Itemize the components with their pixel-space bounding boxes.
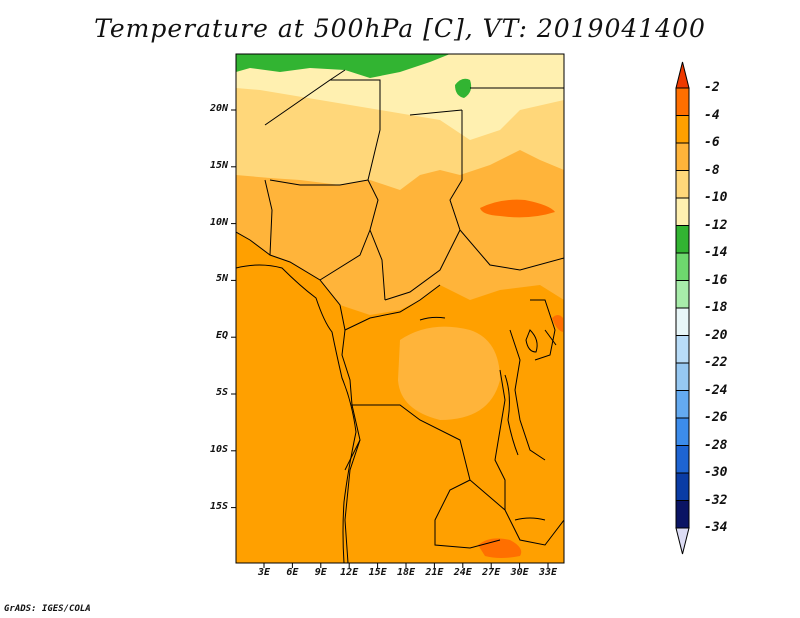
lat-tick-label: 5N — [215, 273, 228, 285]
colorbar-swatch — [675, 252, 690, 281]
colorbar-label: -4 — [704, 107, 720, 123]
lat-tick-label: 20N — [209, 103, 228, 114]
colorbar-label: -28 — [704, 437, 728, 453]
colorbar-swatch — [675, 390, 690, 419]
colorbar-swatch — [675, 225, 690, 254]
longitude-ticks — [263, 563, 549, 568]
lon-tick-label: 6E — [286, 567, 299, 578]
colorbar-label: -20 — [704, 327, 728, 343]
colorbar-label: -12 — [704, 217, 728, 233]
colorbar-label: -26 — [704, 410, 728, 425]
colorbar-label: -2 — [704, 80, 720, 95]
colorbar-label: -18 — [704, 300, 728, 315]
map-title: Temperature at 500hPa [C], VT: 201904140… — [94, 14, 706, 43]
lat-tick-label: 10N — [209, 216, 228, 228]
lon-tick-label: 21E — [425, 567, 444, 578]
lat-tick-label: 10S — [209, 443, 228, 455]
credit-text: GrADS: IGES/COLA — [4, 604, 91, 614]
colorbar-swatch — [675, 500, 690, 529]
colorbar-label: -24 — [704, 382, 728, 398]
lat-tick-label: 15N — [209, 159, 228, 171]
colorbar-swatch — [675, 307, 690, 336]
lon-tick-label: 18E — [396, 567, 416, 578]
colorbar-under-triangle — [675, 527, 690, 555]
lat-tick-label: EQ — [215, 330, 228, 342]
colorbar-swatch — [675, 170, 690, 199]
colorbar-label: -34 — [704, 520, 728, 535]
colorbar-over-triangle — [675, 61, 690, 89]
lon-tick-label: 3E — [257, 567, 271, 578]
colorbar-swatch — [675, 472, 690, 501]
lon-tick-label: 9E — [314, 567, 327, 578]
colorbar-label: -32 — [704, 492, 728, 508]
colorbar-swatch — [675, 335, 690, 364]
colorbar-label: -10 — [704, 190, 728, 205]
colorbar-label: -30 — [704, 465, 728, 480]
colorbar-swatch — [675, 445, 690, 474]
lon-tick-label: 24E — [453, 567, 472, 578]
map-frame — [235, 53, 565, 564]
lon-tick-label: 33E — [538, 567, 558, 578]
lon-tick-label: 27E — [482, 567, 501, 578]
lon-tick-label: 15E — [368, 567, 387, 578]
colorbar — [675, 61, 690, 555]
colorbar-swatch — [675, 197, 690, 226]
lat-tick-label: 5S — [215, 387, 228, 398]
colorbar-label: -22 — [704, 355, 728, 370]
colorbar-label: -8 — [704, 162, 720, 178]
colorbar-swatch — [675, 280, 690, 309]
colorbar-label: -14 — [704, 245, 728, 260]
colorbar-label: -6 — [704, 135, 720, 150]
colorbar-swatch — [675, 87, 690, 116]
colorbar-label: -16 — [704, 272, 728, 288]
colorbar-swatch — [675, 362, 690, 391]
colorbar-swatch — [675, 142, 690, 171]
colorbar-swatch — [675, 115, 690, 144]
temperature-field — [236, 54, 564, 563]
lon-tick-label: 12E — [340, 567, 359, 578]
colorbar-swatch — [675, 417, 690, 446]
lat-tick-label: 15S — [209, 500, 228, 512]
lon-tick-label: 30E — [510, 567, 529, 578]
latitude-ticks — [231, 109, 236, 509]
